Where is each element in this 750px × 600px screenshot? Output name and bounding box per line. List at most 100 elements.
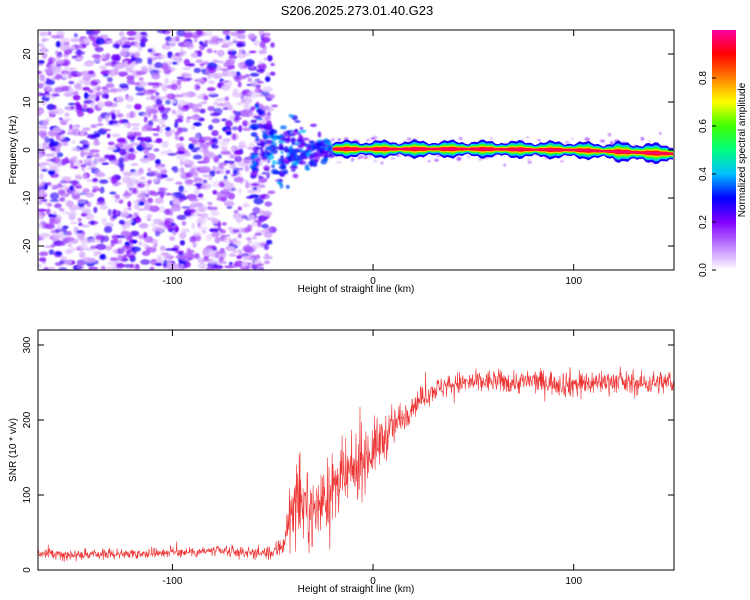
noise-blob xyxy=(122,245,131,249)
noise-blob xyxy=(48,249,55,255)
noise-blob xyxy=(97,101,105,109)
transition-blob xyxy=(262,132,269,139)
noise-blob xyxy=(67,102,76,106)
noise-blob xyxy=(46,208,51,216)
noise-blob xyxy=(164,45,171,51)
noise-blob xyxy=(44,153,55,158)
noise-blob xyxy=(38,143,42,147)
noise-blob xyxy=(174,121,179,129)
noise-blob xyxy=(199,197,206,201)
noise-blob xyxy=(85,213,95,221)
noise-blob xyxy=(157,254,162,261)
noise-blob xyxy=(221,260,228,265)
noise-blob xyxy=(211,143,215,148)
noise-blob xyxy=(236,34,247,40)
noise-blob xyxy=(155,92,160,96)
noise-blob xyxy=(76,259,85,267)
noise-blob xyxy=(83,151,88,156)
transition-blob xyxy=(287,156,296,163)
noise-blob xyxy=(58,242,66,246)
noise-blob xyxy=(137,182,146,189)
noise-blob xyxy=(185,77,193,81)
noise-blob xyxy=(93,140,101,146)
noise-blob xyxy=(264,201,273,207)
noise-blob xyxy=(141,142,148,148)
noise-blob xyxy=(107,146,117,151)
noise-blob xyxy=(137,208,146,211)
noise-blob xyxy=(172,165,179,173)
noise-blob xyxy=(251,221,258,227)
snr-ytick-label: 100 xyxy=(22,486,33,503)
noise-blob xyxy=(133,179,140,185)
spectrogram-ytick-label: 20 xyxy=(22,48,33,60)
noise-blob xyxy=(70,70,75,76)
transition-blob xyxy=(320,158,328,165)
noise-blob xyxy=(266,94,276,99)
noise-blob xyxy=(95,169,102,173)
noise-blob xyxy=(170,222,176,227)
noise-blob xyxy=(103,154,111,160)
noise-blob xyxy=(127,153,136,161)
noise-blob xyxy=(92,30,101,34)
noise-blobs xyxy=(38,30,674,270)
noise-blob xyxy=(236,255,243,260)
noise-blob xyxy=(183,41,194,47)
band-speckle xyxy=(434,159,439,162)
noise-blob xyxy=(139,158,151,164)
noise-blob xyxy=(132,240,137,244)
noise-blob xyxy=(170,247,179,252)
noise-blob xyxy=(91,166,97,169)
noise-blob xyxy=(99,66,107,71)
noise-blob xyxy=(248,50,257,54)
noise-blob xyxy=(96,201,106,206)
noise-blob xyxy=(232,250,238,253)
noise-blob xyxy=(246,214,256,221)
noise-blob xyxy=(116,137,127,143)
noise-blob xyxy=(118,157,125,164)
noise-blob xyxy=(159,126,164,134)
band-speckle xyxy=(527,161,532,164)
noise-blob xyxy=(38,200,43,205)
noise-blob xyxy=(86,135,93,139)
noise-blob xyxy=(110,120,119,125)
noise-blob xyxy=(139,176,146,180)
noise-blob xyxy=(105,83,115,89)
noise-blob xyxy=(133,40,140,48)
transition-blob xyxy=(260,156,268,161)
noise-blob xyxy=(107,141,115,146)
noise-blob xyxy=(89,80,99,87)
noise-blob xyxy=(220,182,225,188)
snr-frame xyxy=(37,329,675,571)
band-speckle xyxy=(396,154,400,157)
noise-blob xyxy=(181,72,187,79)
noise-blob xyxy=(133,204,141,210)
noise-blob xyxy=(164,77,169,85)
noise-blob xyxy=(101,93,109,99)
noise-blob xyxy=(221,38,227,45)
noise-blob xyxy=(48,266,56,270)
noise-blob xyxy=(192,154,203,160)
noise-blob xyxy=(128,147,135,153)
noise-blob xyxy=(55,59,66,64)
noise-blob xyxy=(107,260,117,266)
noise-blob xyxy=(199,41,204,45)
noise-blob xyxy=(74,83,81,89)
transition-blob xyxy=(299,126,304,130)
noise-blob xyxy=(186,247,192,254)
noise-blob xyxy=(46,103,55,111)
band-speckle xyxy=(599,139,606,143)
noise-blob xyxy=(41,142,48,149)
noise-blob xyxy=(243,97,253,104)
colorbar-tick-label: 0.2 xyxy=(698,215,709,229)
noise-blob xyxy=(213,50,217,54)
noise-blob xyxy=(143,147,150,155)
noise-blob xyxy=(210,210,220,217)
noise-blob xyxy=(117,71,129,77)
noise-blob xyxy=(175,255,185,259)
noise-blob xyxy=(97,158,107,163)
noise-blob xyxy=(179,159,185,166)
noise-blob xyxy=(38,216,45,220)
noise-blob xyxy=(264,253,270,257)
noise-blob xyxy=(95,234,105,241)
